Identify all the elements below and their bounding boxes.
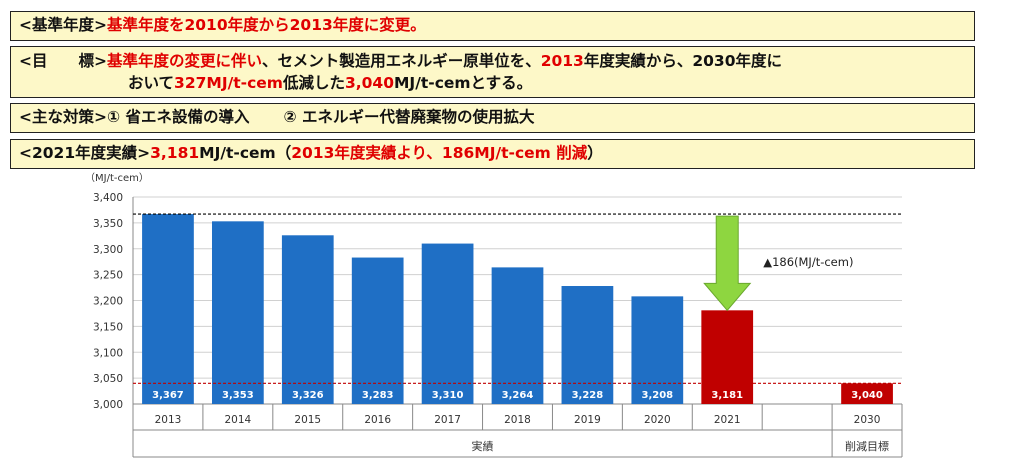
bar — [351, 257, 404, 404]
y-tick-label: 3,150 — [93, 321, 123, 333]
target-text-2c: 低減した — [282, 74, 345, 92]
group-label: 実績 — [472, 439, 494, 453]
bar-value-label: 3,283 — [362, 390, 394, 401]
bar-value-label: 3,367 — [152, 390, 184, 401]
y-tick-label: 3,400 — [93, 192, 123, 204]
bar-value-label: 3,228 — [572, 390, 604, 401]
target-text-1d: 年度実績から、2030年度に — [583, 52, 782, 70]
measures-panel: <主な対策>① 省エネ設備の導入 ② エネルギー代替廃棄物の使用拡大 — [10, 103, 975, 133]
bar-value-label: 3,310 — [432, 390, 464, 401]
result-unit: MJ/t-cem — [199, 144, 276, 162]
bar-value-label: 3,353 — [222, 390, 254, 401]
x-tick-label: 2019 — [574, 414, 601, 426]
target-text-1b: 、セメント製造用エネルギー原単位を、 — [262, 52, 541, 70]
y-axis-label: （MJ/t-cem） — [85, 172, 149, 184]
bar — [841, 383, 893, 404]
y-tick-label: 3,050 — [93, 373, 123, 385]
reduction-annotation: ▲186(MJ/t-cem) — [763, 255, 853, 269]
base-year-text: 基準年度を2010年度から2013年度に変更。 — [106, 16, 426, 34]
y-tick-label: 3,350 — [93, 218, 123, 230]
measure-item-2: ② エネルギー代替廃棄物の使用拡大 — [283, 108, 535, 126]
energy-intensity-chart: （MJ/t-cem） 3,000 3,050 3,100 3,150 3,200 3,250… — [85, 172, 903, 458]
y-tick-label: 3,200 — [93, 296, 123, 308]
y-tick-label: 3,300 — [93, 244, 123, 256]
bar-value-label: 3,208 — [641, 390, 673, 401]
x-tick-label: 2015 — [294, 414, 321, 426]
target-panel: <目 標>基準年度の変更に伴い、セメント製造用エネルギー原単位を、2013年度実… — [10, 46, 975, 98]
measure-item-1: ① 省エネ設備の導入 — [106, 108, 250, 126]
bar — [142, 214, 194, 404]
target-text-2a: おいて — [128, 74, 175, 92]
x-tick-label: 2017 — [434, 414, 461, 426]
y-tick-label: 3,250 — [93, 270, 123, 282]
target-text-1a: 基準年度の変更に伴い — [106, 52, 262, 70]
target-text-2e: MJ/t-cemとする。 — [394, 74, 533, 92]
bar-value-label: 3,326 — [292, 390, 324, 401]
bar — [211, 221, 264, 404]
bar-value-label: 3,264 — [502, 390, 534, 401]
x-tick-label: 2020 — [644, 414, 671, 426]
target-line-2: おいて327MJ/t-cem低減した3,040MJ/t-cemとする。 — [19, 72, 974, 94]
x-tick-label: 2018 — [504, 414, 531, 426]
target-label: <目 標> — [19, 52, 107, 70]
bar-value-label: 3,181 — [711, 390, 743, 401]
bar — [631, 296, 684, 404]
bar — [281, 235, 334, 404]
bar — [561, 286, 614, 404]
result-2021-panel: <2021年度実績>3,181MJ/t-cem（2013年度実績より、186MJ… — [10, 139, 975, 169]
x-tick-label: 2016 — [364, 414, 391, 426]
reduction-arrow — [703, 215, 752, 312]
group-label: 削減目標 — [845, 439, 889, 453]
x-tick-label: 2030 — [854, 414, 881, 426]
result-label: <2021年度実績> — [19, 144, 151, 162]
x-tick-label: 2014 — [224, 414, 251, 426]
bar — [701, 310, 754, 404]
measures-label: <主な対策> — [19, 108, 107, 126]
base-year-label: <基準年度> — [19, 16, 107, 34]
target-text-1c: 2013 — [540, 52, 584, 70]
y-tick-label: 3,100 — [93, 347, 123, 359]
x-tick-label: 2021 — [714, 414, 741, 426]
bar-value-label: 3,040 — [851, 390, 883, 401]
result-value: 3,181 — [150, 144, 200, 162]
x-tick-label: 2013 — [155, 414, 182, 426]
result-note-close: ） — [587, 144, 603, 162]
base-year-panel: <基準年度>基準年度を2010年度から2013年度に変更。 — [10, 11, 975, 41]
target-line-1: <目 標>基準年度の変更に伴い、セメント製造用エネルギー原単位を、2013年度実… — [19, 50, 974, 72]
bar — [491, 267, 544, 404]
result-note-open: （ — [275, 144, 292, 162]
target-text-2d: 3,040 — [344, 74, 394, 92]
target-text-2b: 327MJ/t-cem — [174, 74, 283, 92]
y-tick-label: 3,000 — [93, 399, 123, 411]
result-note: 2013年度実績より、186MJ/t-cem 削減 — [291, 144, 588, 162]
bar — [421, 243, 474, 404]
